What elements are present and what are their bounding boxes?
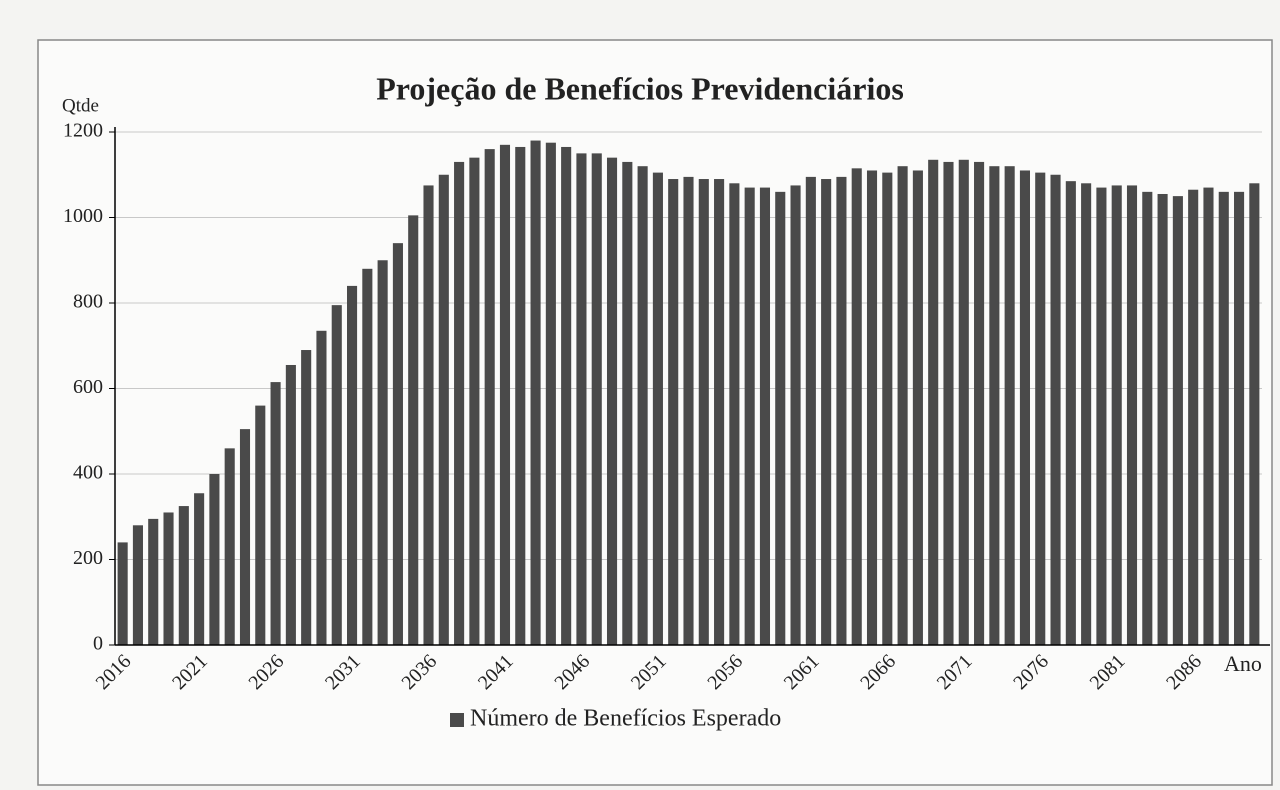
bar (132, 525, 143, 645)
bar (790, 185, 801, 645)
bar (683, 176, 694, 645)
y-tick-label: 600 (73, 376, 103, 398)
bar (744, 187, 755, 645)
y-tick-label: 1000 (63, 205, 103, 227)
bar (285, 364, 296, 645)
y-axis-label: Qtde (62, 95, 99, 116)
bar (224, 448, 235, 645)
bar (117, 542, 128, 645)
bar (759, 187, 771, 645)
bar (1172, 196, 1183, 645)
bar (668, 179, 679, 645)
bar (408, 215, 419, 646)
bar (515, 146, 526, 645)
bar (392, 243, 403, 645)
bar (377, 260, 388, 645)
bar (438, 174, 449, 645)
bar (591, 153, 602, 645)
bar (163, 512, 174, 645)
bar (1249, 183, 1260, 646)
y-tick-label: 1200 (63, 120, 103, 142)
bar (178, 506, 189, 645)
bar (912, 170, 923, 645)
bar (974, 161, 985, 646)
bar (255, 405, 266, 645)
bar (362, 268, 373, 645)
bar (1065, 181, 1076, 645)
bar (301, 350, 312, 645)
bar (989, 166, 1000, 645)
chart-title: Projeção de Benefícios Previdenciários (376, 70, 904, 106)
bar (316, 330, 327, 645)
bar (1203, 187, 1214, 645)
y-tick-label: 0 (93, 633, 103, 655)
bar (454, 161, 465, 646)
bar (545, 142, 556, 645)
bar (1096, 187, 1107, 645)
bar (484, 149, 495, 645)
bar (239, 429, 251, 645)
bar (851, 168, 862, 645)
legend-swatch (450, 713, 464, 727)
bar (836, 176, 847, 645)
bar (1081, 183, 1092, 646)
bar (821, 179, 832, 645)
bar (346, 285, 358, 645)
bar (882, 172, 893, 646)
bar (622, 161, 633, 646)
bar (1218, 191, 1229, 645)
bar (775, 191, 786, 645)
bar (866, 170, 878, 645)
bar (423, 185, 434, 645)
bar (469, 157, 480, 645)
bar (1157, 193, 1168, 646)
bar (1142, 191, 1153, 645)
y-tick-label: 400 (73, 462, 103, 484)
x-axis-label: Ano (1224, 651, 1262, 676)
bar (928, 159, 939, 645)
bar (1126, 185, 1138, 645)
bar (1035, 172, 1046, 646)
bar (943, 161, 954, 646)
bar (637, 166, 648, 645)
bar (209, 474, 220, 645)
bar (530, 140, 541, 646)
bar (714, 179, 725, 645)
bar (1234, 191, 1245, 645)
bar (652, 172, 663, 646)
bar (1004, 166, 1015, 645)
bar (606, 157, 618, 645)
bar (897, 166, 908, 645)
bar (561, 146, 572, 645)
bar (1050, 174, 1061, 645)
y-tick-label: 200 (73, 547, 103, 569)
bar (729, 183, 740, 646)
bar (1111, 185, 1122, 645)
y-tick-label: 800 (73, 291, 103, 313)
bar (958, 159, 969, 645)
bar (805, 176, 816, 645)
bar (148, 518, 159, 645)
bar (576, 153, 587, 645)
bar (499, 144, 511, 645)
bar (698, 179, 709, 645)
bar (270, 382, 281, 645)
bar (331, 305, 342, 645)
bar (1188, 189, 1199, 645)
legend-label: Número de Benefícios Esperado (470, 706, 781, 732)
bar (1019, 170, 1031, 645)
bar (194, 493, 205, 645)
